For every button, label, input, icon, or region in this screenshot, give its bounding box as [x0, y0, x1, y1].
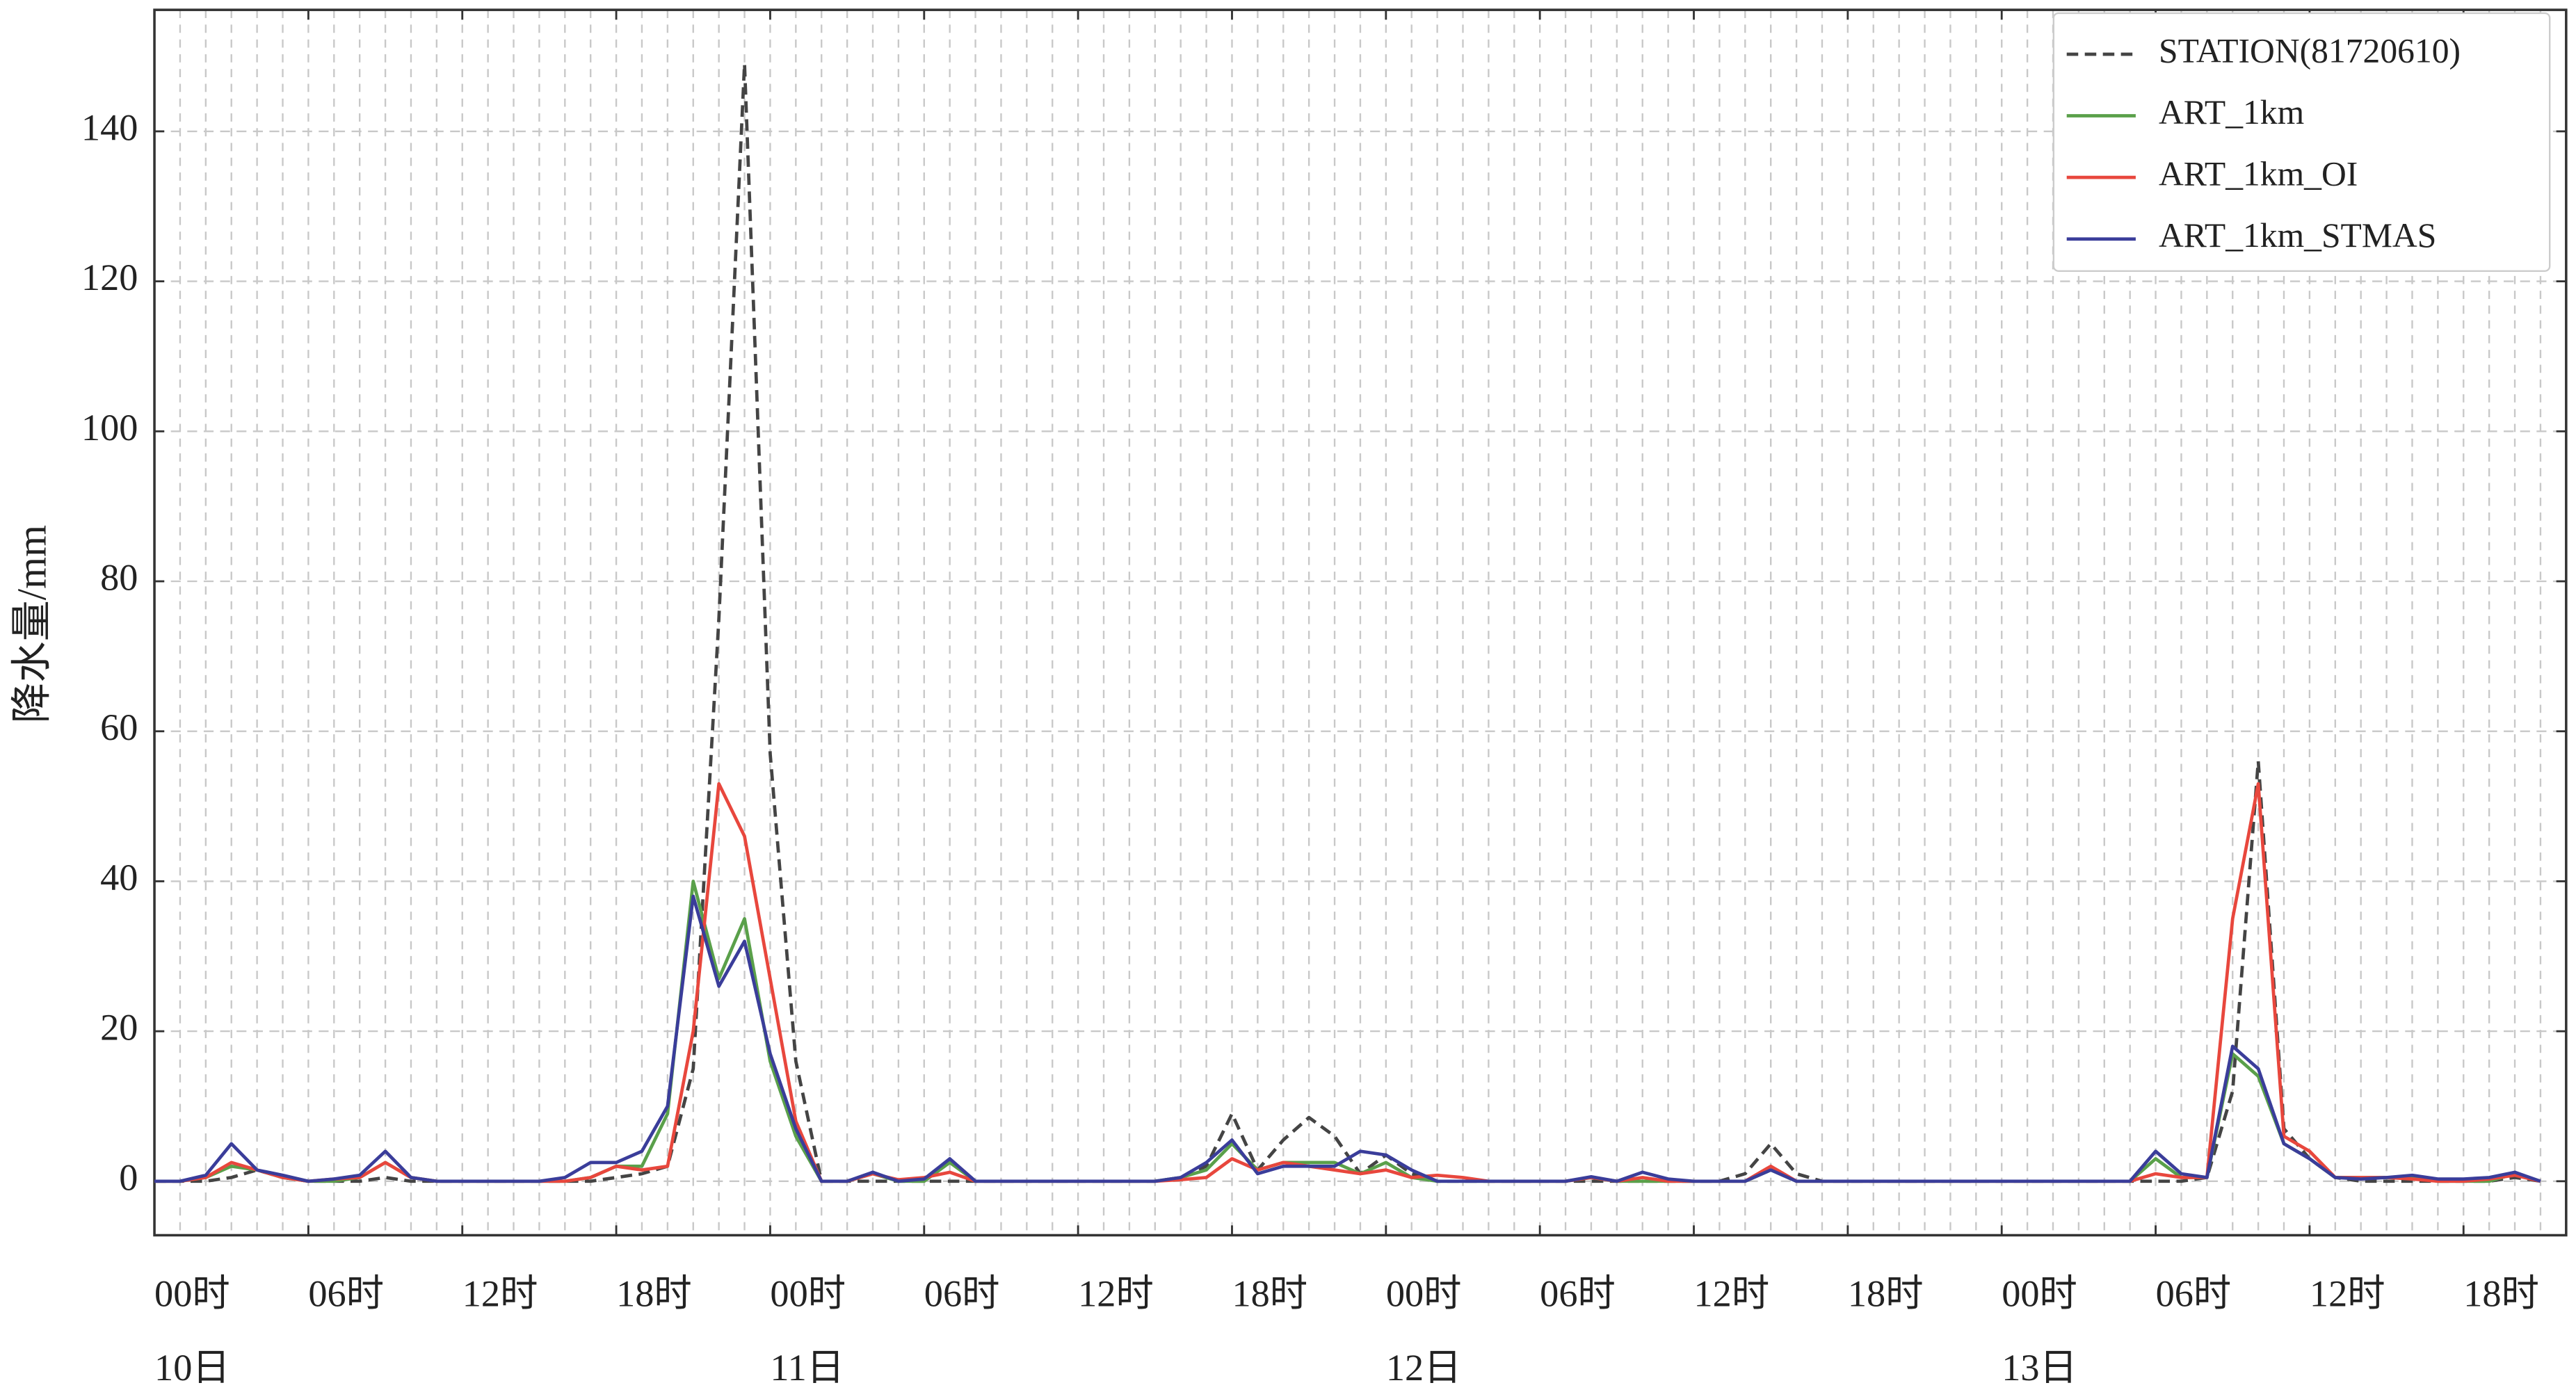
legend-label: ART_1km_STMAS [2159, 216, 2436, 254]
x-tick-label: 18时 [616, 1273, 692, 1315]
x-tick-label: 00时 [154, 1273, 230, 1315]
x-tick-label: 12时 [1694, 1273, 1770, 1315]
x-tick-label: 18时 [1848, 1273, 1924, 1315]
y-tick-label: 80 [100, 556, 138, 598]
x-tick-label: 12时 [462, 1273, 538, 1315]
plot-frame [153, 8, 2568, 1237]
x-tick-label: 06时 [308, 1273, 384, 1315]
x-tick-label: 06时 [1540, 1273, 1616, 1315]
y-tick-label: 120 [81, 257, 138, 298]
series-line [154, 894, 2541, 1183]
series-line [154, 782, 2541, 1183]
day-label: 13日 [2002, 1347, 2077, 1389]
x-tick-label: 12时 [1078, 1273, 1154, 1315]
legend-label: ART_1km_OI [2159, 155, 2358, 193]
y-tick-label: 40 [100, 857, 138, 898]
y-axis-label: 降水量/mm [9, 525, 55, 723]
x-tick-label: 00时 [770, 1273, 846, 1315]
y-tick-label: 0 [119, 1156, 138, 1198]
x-tick-label: 18时 [2463, 1273, 2539, 1315]
x-tick-label: 18时 [1232, 1273, 1307, 1315]
x-tick-label: 06时 [924, 1273, 1000, 1315]
x-tick-label: 00时 [1386, 1273, 1462, 1315]
y-tick-label: 100 [81, 407, 138, 448]
day-label: 10日 [154, 1347, 230, 1389]
legend-label: STATION(81720610) [2159, 31, 2461, 70]
x-tick-label: 12时 [2310, 1273, 2385, 1315]
x-tick-label: 00时 [2002, 1273, 2077, 1315]
y-tick-label: 60 [100, 706, 138, 748]
y-tick-label: 20 [100, 1007, 138, 1049]
legend-box [2052, 12, 2551, 272]
day-label: 12日 [1386, 1347, 1462, 1389]
x-tick-label: 06时 [2156, 1273, 2232, 1315]
y-tick-label: 140 [81, 106, 138, 148]
legend: STATION(81720610) ART_1km ART_1km_OI ART_1k… [2052, 12, 2551, 272]
day-label: 11日 [770, 1347, 844, 1389]
legend-label: ART_1km [2159, 93, 2304, 131]
